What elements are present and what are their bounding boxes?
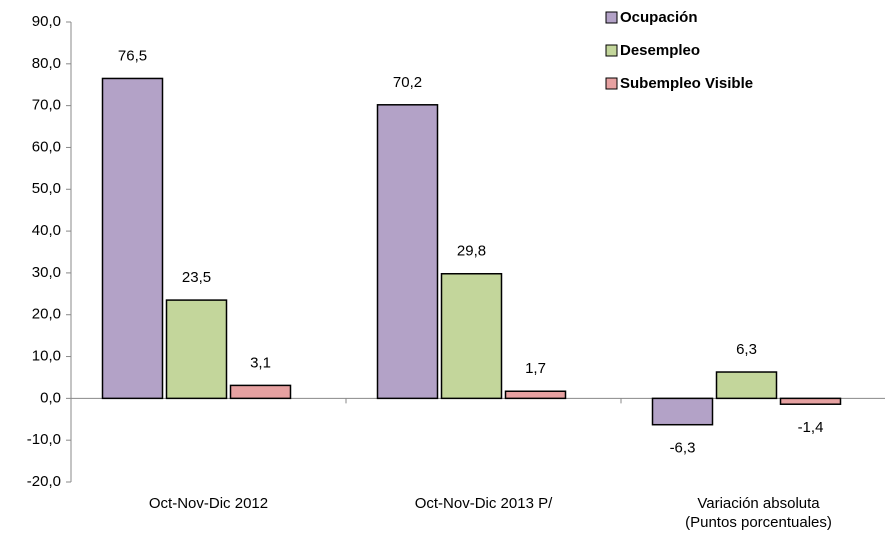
legend-swatch (605, 77, 618, 90)
y-tick-label: 40,0 (32, 222, 61, 239)
y-tick-label: 30,0 (32, 264, 61, 281)
value-label: 70,2 (393, 74, 422, 91)
legend-label: Ocupación (620, 9, 698, 26)
value-label: -1,4 (798, 419, 824, 436)
bar (101, 77, 164, 400)
y-tick-label: 0,0 (40, 389, 61, 406)
legend-swatch (605, 44, 618, 57)
y-tick-label: 70,0 (32, 97, 61, 114)
bar (440, 272, 503, 400)
bar (376, 104, 439, 400)
bar (779, 397, 842, 405)
legend-swatch (605, 11, 618, 24)
bar (651, 397, 714, 426)
y-tick-label: -20,0 (27, 473, 61, 490)
x-tick-label: Oct-Nov-Dic 2012 (149, 495, 268, 512)
y-tick-label: 80,0 (32, 55, 61, 72)
y-tick-label: 20,0 (32, 306, 61, 323)
bar (229, 384, 292, 400)
y-tick-label: -10,0 (27, 431, 61, 448)
value-label: 1,7 (525, 360, 546, 377)
value-label: -6,3 (670, 440, 696, 457)
value-label: 76,5 (118, 47, 147, 64)
value-label: 6,3 (736, 341, 757, 358)
y-tick-label: 60,0 (32, 138, 61, 155)
value-label: 3,1 (250, 354, 271, 371)
legend-label: Subempleo Visible (620, 75, 753, 92)
bar (504, 390, 567, 400)
x-tick-label: Variación absoluta (Puntos porcentuales) (685, 495, 832, 531)
x-tick-label: Oct-Nov-Dic 2013 P/ (415, 495, 553, 512)
y-tick-label: 90,0 (32, 13, 61, 30)
y-tick-label: 50,0 (32, 180, 61, 197)
bar (715, 371, 778, 400)
legend-label: Desempleo (620, 42, 700, 59)
y-tick-label: 10,0 (32, 348, 61, 365)
bar (165, 299, 228, 400)
value-label: 29,8 (457, 243, 486, 260)
value-label: 23,5 (182, 269, 211, 286)
